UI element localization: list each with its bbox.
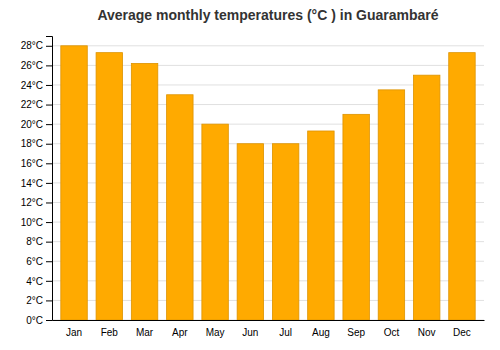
y-tick: 24°C	[21, 80, 52, 91]
bar	[413, 75, 439, 320]
x-tick-label: Dec	[453, 327, 471, 338]
bar	[96, 53, 122, 320]
y-tick: 22°C	[21, 99, 52, 110]
y-tick: 28°C	[21, 40, 52, 51]
y-tick: 12°C	[21, 197, 52, 208]
grid	[52, 46, 484, 320]
bar	[202, 124, 228, 320]
y-axis-line	[46, 37, 53, 321]
bar	[272, 144, 298, 320]
y-tick-label: 0°C	[26, 315, 43, 326]
y-tick-mark	[46, 124, 52, 125]
x-tick-label: Apr	[172, 327, 188, 338]
x-tick: Jun	[242, 327, 258, 338]
y-tick: 4°C	[26, 276, 52, 287]
y-tick: 26°C	[21, 60, 52, 71]
x-tick: Jul	[279, 327, 292, 338]
x-tick: Sep	[347, 327, 365, 338]
y-tick-mark	[46, 281, 52, 282]
x-tick-label: Jan	[66, 327, 82, 338]
y-tick: 10°C	[21, 217, 52, 228]
y-tick-mark	[46, 242, 52, 243]
bar	[61, 46, 87, 320]
chart: Jan Feb Mar Apr May Jun Jul Aug Sep Oct Nov Dec 0°C 2…	[0, 0, 500, 350]
y-tick-label: 6°C	[26, 256, 43, 267]
y-tick-mark	[46, 144, 52, 145]
x-tick: Jan	[66, 327, 82, 338]
bar	[237, 144, 263, 320]
y-tick-label: 2°C	[26, 295, 43, 306]
y-tick-label: 22°C	[21, 99, 43, 110]
grid-line	[52, 45, 484, 46]
y-tick-mark	[46, 105, 52, 106]
y-tick-mark	[46, 65, 52, 66]
title: Average monthly temperatures (°C ) in Gu…	[97, 7, 438, 23]
x-tick-label: Jun	[242, 327, 258, 338]
x-tick-label: Feb	[101, 327, 119, 338]
x-tick: Apr	[172, 327, 188, 338]
x-tick-label: Nov	[418, 327, 436, 338]
x-axis: Jan Feb Mar Apr May Jun Jul Aug Sep Oct Nov Dec	[53, 321, 485, 339]
y-tick-mark	[46, 46, 52, 47]
bar	[378, 90, 404, 320]
x-tick: May	[206, 327, 225, 338]
y-tick: 8°C	[26, 236, 52, 247]
x-tick-label: Sep	[347, 327, 365, 338]
y-tick: 20°C	[21, 119, 52, 130]
y-tick-label: 8°C	[26, 236, 43, 247]
y-tick-mark	[46, 183, 52, 184]
y-tick-label: 10°C	[21, 217, 43, 228]
x-tick-label: May	[206, 327, 225, 338]
x-tick: Feb	[101, 327, 119, 338]
y-axis: 0°C 2°C 4°C 6°C 8°C 10°C 12°C 14°C 16°C 18°C 20°C 2…	[21, 37, 53, 326]
bar	[131, 63, 157, 320]
x-tick: Dec	[453, 327, 471, 338]
x-tick-label: Jul	[279, 327, 292, 338]
x-tick-label: Mar	[136, 327, 154, 338]
x-tick: Nov	[418, 327, 436, 338]
bar	[449, 53, 475, 320]
y-tick: 0°C	[26, 315, 52, 326]
y-tick-mark	[46, 163, 52, 164]
bars	[61, 46, 475, 320]
x-tick-label: Oct	[384, 327, 400, 338]
x-tick: Aug	[312, 327, 330, 338]
y-tick-mark	[46, 202, 52, 203]
y-tick-label: 26°C	[21, 60, 43, 71]
x-tick: Mar	[136, 327, 154, 338]
y-tick-label: 28°C	[21, 40, 43, 51]
y-tick-mark	[46, 300, 52, 301]
x-tick: Oct	[384, 327, 400, 338]
y-tick-label: 14°C	[21, 178, 43, 189]
x-axis-line	[53, 320, 485, 321]
y-tick: 14°C	[21, 178, 52, 189]
y-tick-mark	[46, 320, 52, 321]
y-tick-mark	[46, 261, 52, 262]
bar	[343, 114, 369, 320]
y-tick-label: 4°C	[26, 276, 43, 287]
y-tick-label: 12°C	[21, 197, 43, 208]
y-tick: 2°C	[26, 295, 52, 306]
x-tick-label: Aug	[312, 327, 330, 338]
y-tick-mark	[46, 85, 52, 86]
y-tick-label: 24°C	[21, 80, 43, 91]
bar	[308, 131, 334, 320]
y-tick: 6°C	[26, 256, 52, 267]
bar	[167, 95, 193, 320]
y-tick: 18°C	[21, 138, 52, 149]
y-tick-label: 18°C	[21, 138, 43, 149]
y-tick-label: 20°C	[21, 119, 43, 130]
y-tick-mark	[46, 222, 52, 223]
y-tick: 16°C	[21, 158, 52, 169]
y-tick-label: 16°C	[21, 158, 43, 169]
